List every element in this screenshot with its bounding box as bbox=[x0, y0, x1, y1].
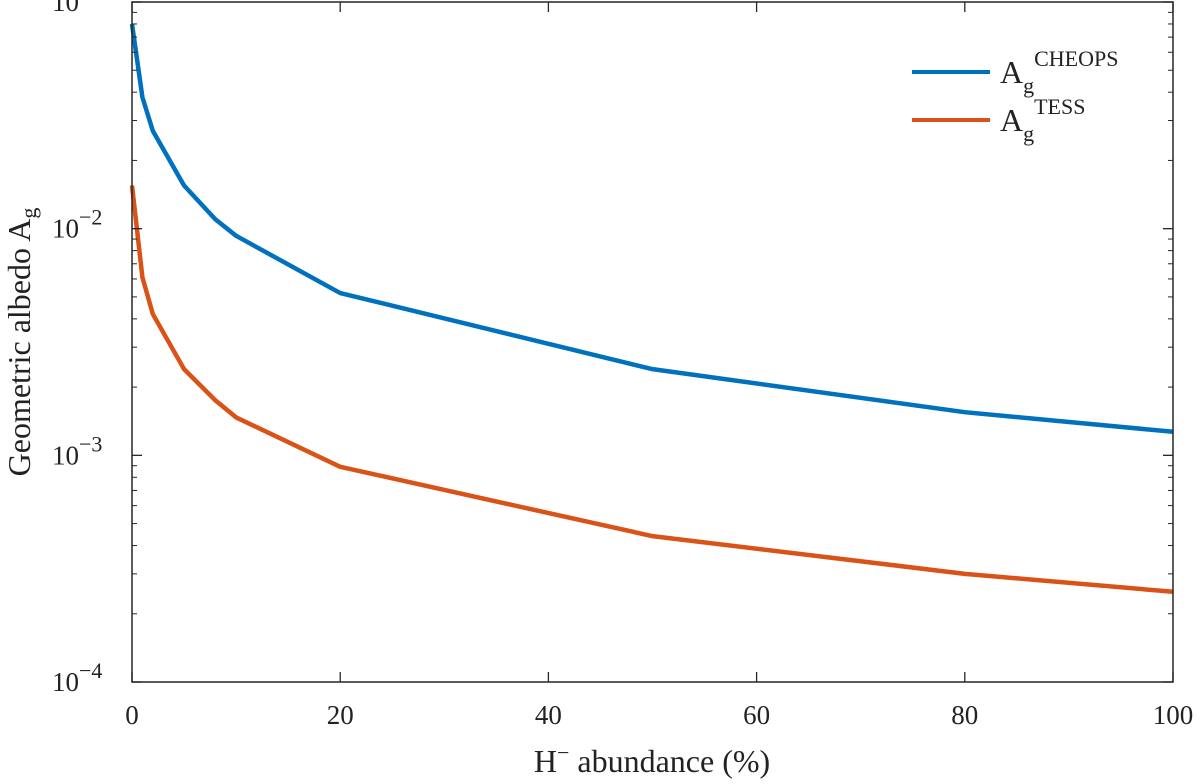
legend-label-cheops-sub: g bbox=[1023, 73, 1034, 98]
x-axis-label-base: H bbox=[534, 743, 557, 779]
y-tick-label: 10−1 bbox=[52, 0, 102, 17]
y-tick-label-exp: −3 bbox=[79, 431, 102, 456]
y-tick-label-exp: −2 bbox=[79, 205, 102, 230]
axes-box bbox=[131, 1, 1174, 683]
y-tick-label-exp: −4 bbox=[79, 658, 102, 683]
x-axis-label: H− abundance (%) bbox=[534, 740, 770, 779]
y-tick-label-exp: −1 bbox=[79, 0, 102, 3]
y-axis-label-sub: g bbox=[16, 208, 41, 219]
legend-label-tess-sup: TESS bbox=[1034, 94, 1085, 119]
y-tick-label-base: 10 bbox=[52, 0, 79, 17]
legend-label-tess: AgTESS bbox=[1000, 94, 1085, 146]
legend-label-cheops-sup: CHEOPS bbox=[1034, 46, 1118, 71]
x-tick-label: 0 bbox=[125, 700, 139, 730]
plot-area bbox=[132, 2, 1173, 682]
y-tick-label: 10−3 bbox=[52, 431, 102, 470]
x-tick-label: 100 bbox=[1153, 700, 1194, 730]
y-axis-label-base: Geometric albedo A bbox=[1, 219, 37, 477]
y-tick-label: 10−4 bbox=[52, 658, 102, 697]
legend-label-cheops-base: A bbox=[1000, 54, 1023, 90]
series-line-tess bbox=[129, 185, 1174, 595]
series-line-cheops bbox=[129, 23, 1174, 435]
x-tick-label: 60 bbox=[743, 700, 770, 730]
y-tick-label-base: 10 bbox=[52, 440, 79, 470]
legend-label-tess-base: A bbox=[1000, 102, 1023, 138]
x-tick-label: 40 bbox=[535, 700, 562, 730]
legend-label-cheops: AgCHEOPS bbox=[1000, 46, 1118, 98]
x-axis-label-rest: abundance (%) bbox=[569, 743, 770, 779]
y-axis-label: Geometric albedo Ag bbox=[1, 208, 41, 477]
series-layer bbox=[129, 23, 1174, 595]
y-tick-label: 10−2 bbox=[52, 205, 102, 244]
legend-label-tess-sub: g bbox=[1023, 121, 1034, 146]
x-tick-label: 80 bbox=[951, 700, 978, 730]
x-tick-label: 20 bbox=[327, 700, 354, 730]
y-tick-label-base: 10 bbox=[52, 214, 79, 244]
legend: AgCHEOPS AgTESS bbox=[912, 46, 1118, 146]
x-axis-label-sup: − bbox=[557, 740, 569, 765]
y-tick-label-base: 10 bbox=[52, 667, 79, 697]
